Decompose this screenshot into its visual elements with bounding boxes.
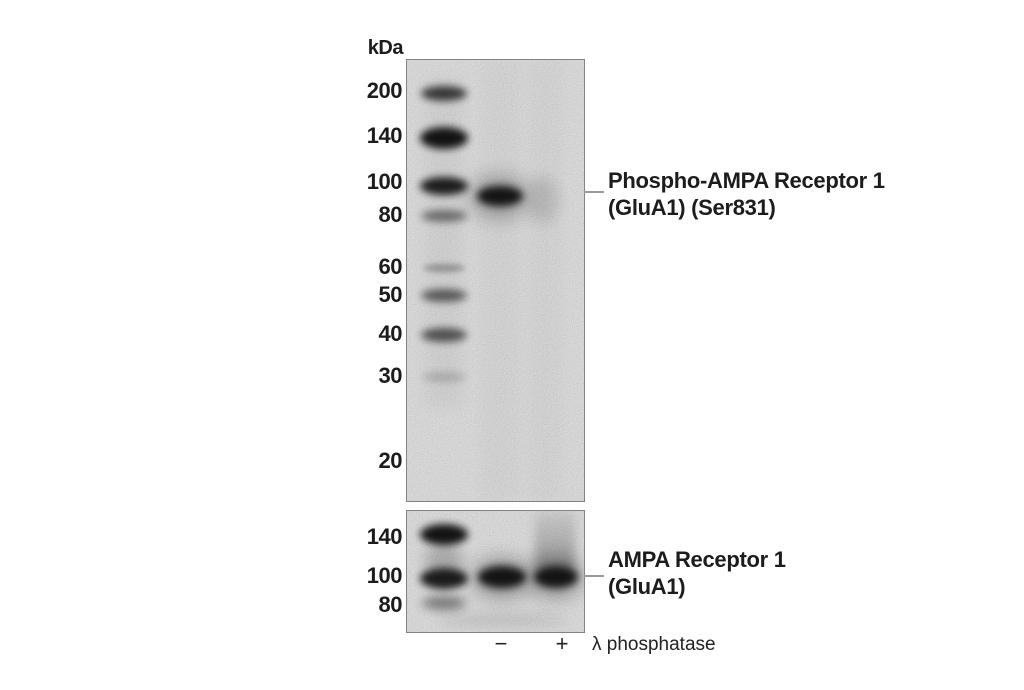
ladder-band-40 <box>421 328 467 342</box>
total-band-minus <box>478 566 526 588</box>
total-annotation-line1: AMPA Receptor 1 <box>608 547 786 572</box>
phospho-annotation: Phospho-AMPA Receptor 1 (GluA1) (Ser831) <box>608 167 885 221</box>
lane-plus-label: + <box>555 631 569 656</box>
marker-100: 100 <box>366 169 403 194</box>
total-annotation-line2: (GluA1) <box>608 574 686 599</box>
marker-30: 30 <box>378 363 403 388</box>
phospho-band-plus-faint <box>528 176 558 224</box>
marker-40: 40 <box>378 321 403 346</box>
phospho-annotation-line2: (GluA1) (Ser831) <box>608 195 776 220</box>
ladder-band-200 <box>421 86 467 101</box>
marker-b80: 80 <box>378 592 403 617</box>
marker-b140: 140 <box>366 524 403 549</box>
ladder-band-30 <box>422 372 466 382</box>
phospho-band-minus <box>477 186 523 206</box>
total-annotation: AMPA Receptor 1 (GluA1) <box>608 546 786 600</box>
lane-minus-wash <box>479 60 521 501</box>
bottom-edge-smudge <box>437 613 567 627</box>
lane-minus-label: − <box>494 631 508 656</box>
ladder-band-50 <box>421 289 467 302</box>
blot-panel-phospho <box>406 59 585 502</box>
marker-20: 20 <box>378 448 403 473</box>
ladder-band-80 <box>421 210 467 222</box>
total-band-tick <box>584 575 604 577</box>
blot-panel-total <box>406 510 585 633</box>
ladder-band-140 <box>420 127 468 149</box>
ladder-band-b140 <box>420 524 468 545</box>
marker-50: 50 <box>378 282 403 307</box>
marker-200: 200 <box>366 78 403 103</box>
marker-60: 60 <box>378 254 403 279</box>
ladder-band-b100 <box>420 568 468 589</box>
marker-b100: 100 <box>366 563 403 588</box>
marker-80: 80 <box>378 202 403 227</box>
phospho-annotation-line1: Phospho-AMPA Receptor 1 <box>608 168 885 193</box>
treatment-label: λ phosphatase <box>592 634 716 655</box>
lane-plus-wash <box>527 60 563 501</box>
total-band-plus <box>534 566 578 588</box>
kda-unit-label: kDa <box>367 37 404 59</box>
ladder-band-100 <box>420 177 468 195</box>
marker-140: 140 <box>366 123 403 148</box>
ladder-band-60 <box>423 264 465 272</box>
phospho-band-tick <box>584 191 604 193</box>
ladder-band-b80 <box>422 596 466 610</box>
